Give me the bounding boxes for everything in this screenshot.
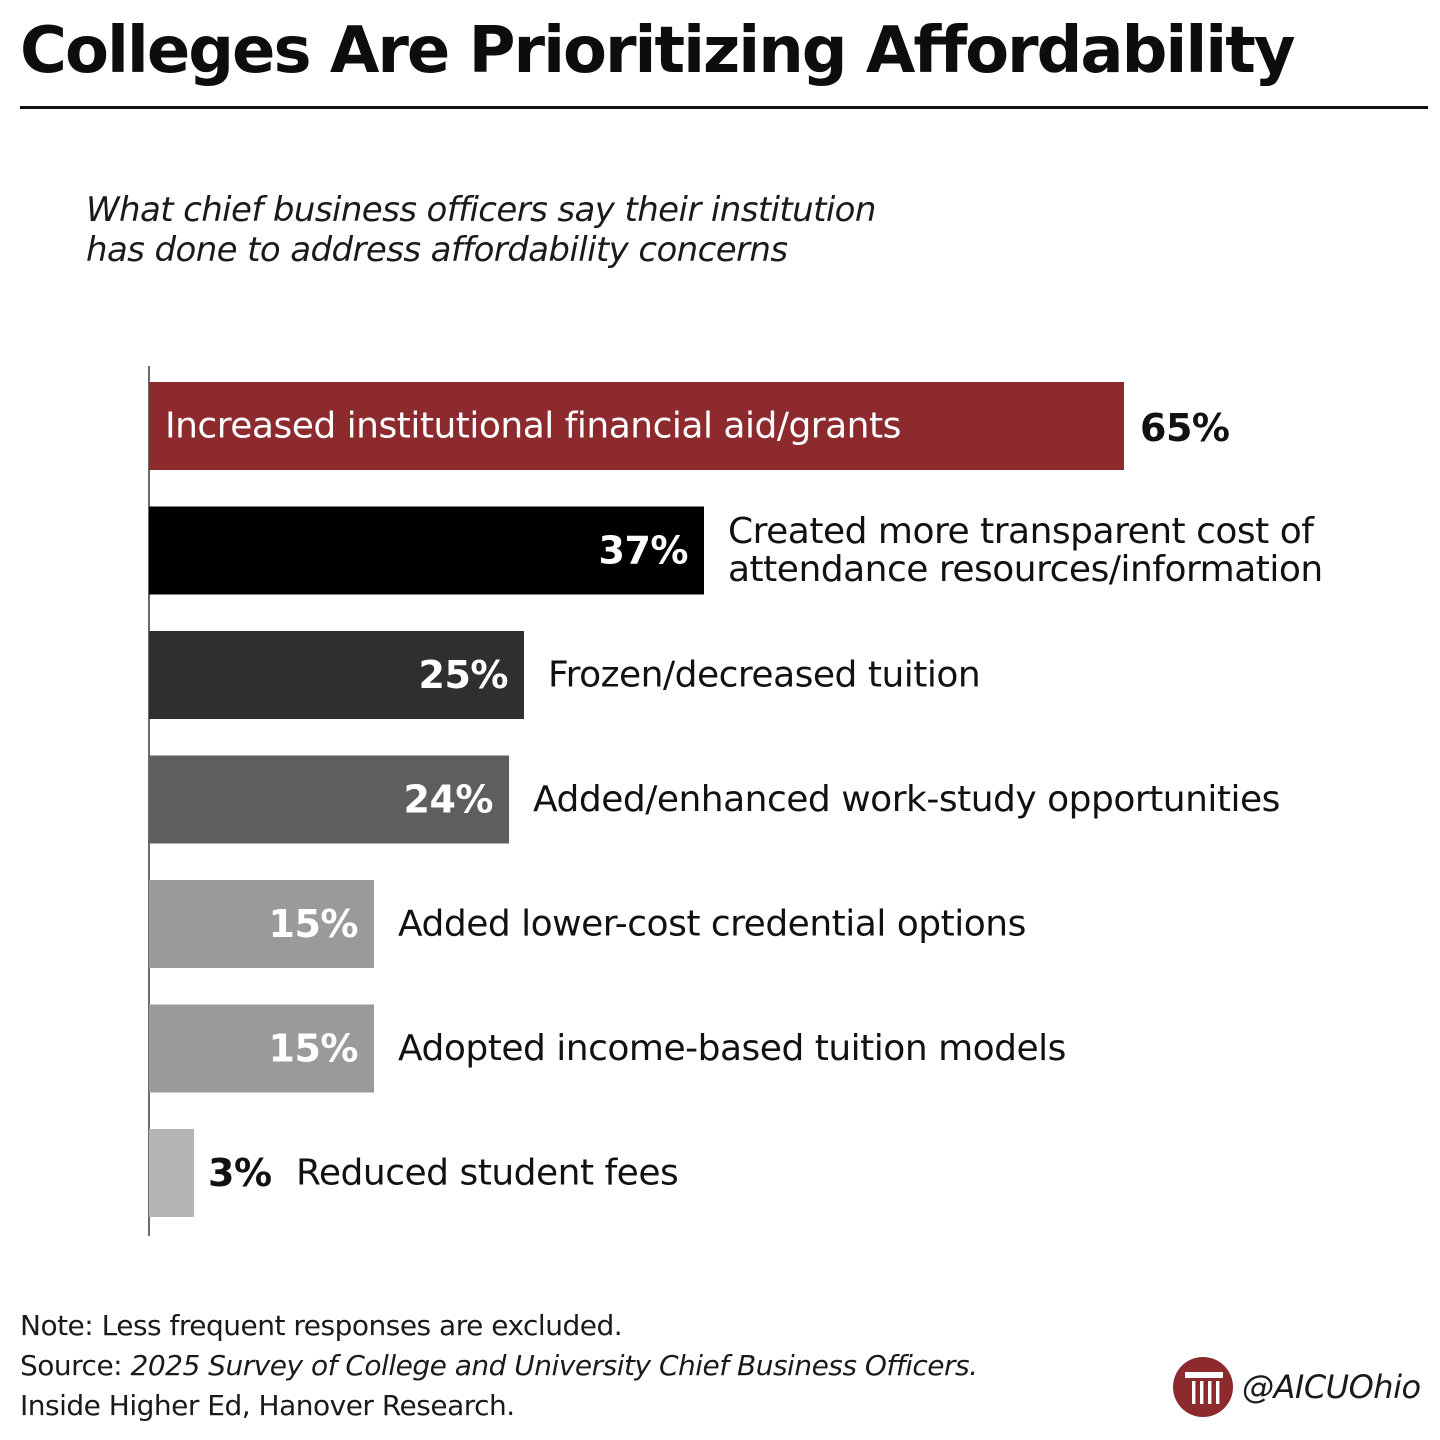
subtitle-line-2: has done to address affordability concer… <box>86 230 788 270</box>
bar-5 <box>149 880 374 968</box>
bar-row-5: 15% Added lower-cost credential options <box>149 880 1026 968</box>
value-label-5: 15% <box>269 902 358 946</box>
subtitle-line-1: What chief business officers say their i… <box>86 190 876 230</box>
bar-label-4: Added/enhanced work-study opportunities <box>533 779 1280 820</box>
bar-label-2-line-1: Created more transparent cost of <box>728 511 1315 552</box>
value-label-3: 25% <box>419 653 508 697</box>
bar-1 <box>149 382 1124 470</box>
logo-column-4 <box>1216 1381 1220 1404</box>
source-title: 2025 Survey of College and University Ch… <box>130 1349 979 1382</box>
bar-chart: Increased institutional financial aid/gr… <box>148 366 1323 1236</box>
bar-row-7: 3% Reduced student fees <box>149 1129 679 1217</box>
bar-label-5: Added lower-cost credential options <box>398 904 1026 945</box>
bars-layer: Increased institutional financial aid/gr… <box>149 382 1323 1217</box>
logo-column-1 <box>1192 1381 1196 1404</box>
bar-row-2: 37% Created more transparent cost ofatten… <box>149 506 1323 595</box>
bar-row-6: 15% Adopted income-based tuition models <box>149 1004 1066 1093</box>
value-label-7: 3% <box>208 1151 272 1195</box>
bar-row-3: 25% Frozen/decreased tuition <box>149 631 981 719</box>
column-logo-icon <box>1173 1357 1233 1417</box>
bar-4 <box>149 755 509 844</box>
bar-label-6: Adopted income-based tuition models <box>398 1028 1066 1069</box>
bar-6 <box>149 1004 374 1093</box>
value-label-4: 24% <box>404 778 493 822</box>
footnote: Note: Less frequent responses are exclud… <box>20 1306 978 1426</box>
chart-title: Colleges Are Prioritizing Affordability <box>20 14 1296 88</box>
source-prefix: Source: <box>20 1349 131 1382</box>
bar-label-7: Reduced student fees <box>296 1153 678 1194</box>
bar-label-2-line-2: attendance resources/information <box>728 549 1323 590</box>
social-handle: @AICUOhio <box>1242 1368 1421 1406</box>
value-label-1: 65% <box>1140 406 1229 450</box>
logo-capital <box>1185 1372 1223 1378</box>
title-divider <box>20 106 1428 109</box>
bar-label-1: Increased institutional financial aid/gr… <box>165 406 901 447</box>
logo-column-3 <box>1208 1381 1212 1404</box>
value-label-2: 37% <box>599 529 688 573</box>
bar-7 <box>149 1129 194 1217</box>
source-line: Source: 2025 Survey of College and Unive… <box>20 1346 978 1386</box>
value-label-6: 15% <box>269 1027 358 1071</box>
bar-3 <box>149 631 524 719</box>
bar-row-1: Increased institutional financial aid/gr… <box>149 382 1230 470</box>
chart-subtitle: What chief business officers say their i… <box>86 190 986 270</box>
note-text: Note: Less frequent responses are exclud… <box>20 1309 623 1342</box>
bar-row-4: 24% Added/enhanced work-study opportuniti… <box>149 755 1280 844</box>
brand: @AICUOhio <box>1172 1356 1432 1420</box>
logo-column-2 <box>1200 1381 1204 1404</box>
bar-2 <box>149 506 704 595</box>
source-orgs: Inside Higher Ed, Hanover Research. <box>20 1389 515 1422</box>
bar-label-3: Frozen/decreased tuition <box>548 655 980 696</box>
